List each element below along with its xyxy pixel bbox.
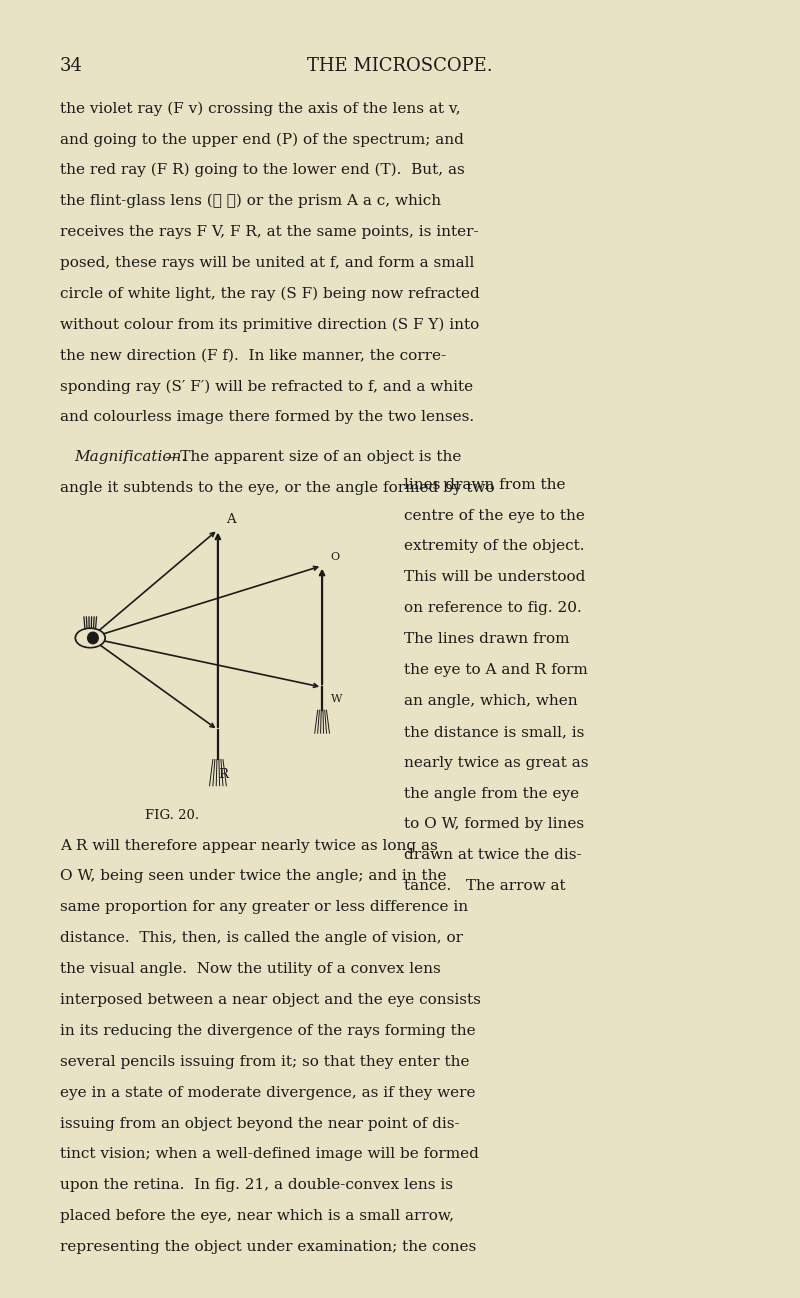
Text: receives the rays F V, F R, at the same points, is inter-: receives the rays F V, F R, at the same … bbox=[60, 225, 478, 239]
Text: same proportion for any greater or less difference in: same proportion for any greater or less … bbox=[60, 901, 468, 914]
Text: without colour from its primitive direction (S F Y) into: without colour from its primitive direct… bbox=[60, 318, 479, 332]
Text: O: O bbox=[330, 553, 340, 562]
Text: in its reducing the divergence of the rays forming the: in its reducing the divergence of the ra… bbox=[60, 1024, 476, 1038]
Text: lines drawn from the: lines drawn from the bbox=[404, 478, 566, 492]
Text: nearly twice as great as: nearly twice as great as bbox=[404, 755, 589, 770]
Text: tance.   The arrow at: tance. The arrow at bbox=[404, 879, 566, 893]
Text: O W, being seen under twice the angle; and in the: O W, being seen under twice the angle; a… bbox=[60, 870, 446, 884]
Text: to O W, formed by lines: to O W, formed by lines bbox=[404, 818, 584, 832]
Text: The lines drawn from: The lines drawn from bbox=[404, 632, 570, 646]
Text: 34: 34 bbox=[60, 57, 83, 75]
Text: several pencils issuing from it; so that they enter the: several pencils issuing from it; so that… bbox=[60, 1055, 470, 1068]
Text: the flint-glass lens (ℓ ℓ) or the prism A a c, which: the flint-glass lens (ℓ ℓ) or the prism … bbox=[60, 193, 441, 208]
Text: the new direction (F f).  In like manner, the corre-: the new direction (F f). In like manner,… bbox=[60, 348, 446, 362]
Text: issuing from an object beyond the near point of dis-: issuing from an object beyond the near p… bbox=[60, 1116, 460, 1131]
Text: W: W bbox=[330, 694, 342, 704]
Text: and going to the upper end (P) of the spectrum; and: and going to the upper end (P) of the sp… bbox=[60, 132, 464, 147]
Text: This will be understood: This will be understood bbox=[404, 570, 586, 584]
Text: tinct vision; when a well-defined image will be formed: tinct vision; when a well-defined image … bbox=[60, 1147, 479, 1162]
Text: upon the retina.  In fig. 21, a double-convex lens is: upon the retina. In fig. 21, a double-co… bbox=[60, 1179, 453, 1193]
Text: angle it subtends to the eye, or the angle formed by two: angle it subtends to the eye, or the ang… bbox=[60, 482, 494, 495]
Text: extremity of the object.: extremity of the object. bbox=[404, 540, 585, 553]
Text: the eye to A and R form: the eye to A and R form bbox=[404, 663, 588, 678]
Text: on reference to fig. 20.: on reference to fig. 20. bbox=[404, 601, 582, 615]
Text: FIG. 20.: FIG. 20. bbox=[145, 809, 199, 822]
Text: Magnification.: Magnification. bbox=[74, 450, 186, 465]
Text: A: A bbox=[226, 513, 236, 526]
Text: centre of the eye to the: centre of the eye to the bbox=[404, 509, 585, 523]
Text: —The apparent size of an object is the: —The apparent size of an object is the bbox=[165, 450, 461, 465]
Text: circle of white light, the ray (S F) being now refracted: circle of white light, the ray (S F) bei… bbox=[60, 287, 480, 301]
Ellipse shape bbox=[77, 630, 103, 646]
Ellipse shape bbox=[75, 628, 106, 648]
Text: and colourless image there formed by the two lenses.: and colourless image there formed by the… bbox=[60, 410, 474, 424]
Text: eye in a state of moderate divergence, as if they were: eye in a state of moderate divergence, a… bbox=[60, 1085, 475, 1099]
Text: the violet ray (F v) crossing the axis of the lens at v,: the violet ray (F v) crossing the axis o… bbox=[60, 101, 461, 116]
Ellipse shape bbox=[88, 632, 98, 644]
Text: posed, these rays will be united at f, and form a small: posed, these rays will be united at f, a… bbox=[60, 256, 474, 270]
Text: representing the object under examination; the cones: representing the object under examinatio… bbox=[60, 1240, 476, 1254]
Text: an angle, which, when: an angle, which, when bbox=[404, 694, 578, 707]
Text: the angle from the eye: the angle from the eye bbox=[404, 787, 579, 801]
Text: interposed between a near object and the eye consists: interposed between a near object and the… bbox=[60, 993, 481, 1007]
Text: A R will therefore appear nearly twice as long as: A R will therefore appear nearly twice a… bbox=[60, 839, 438, 853]
Text: distance.  This, then, is called the angle of vision, or: distance. This, then, is called the angl… bbox=[60, 931, 463, 945]
Text: sponding ray (S′ F′) will be refracted to f, and a white: sponding ray (S′ F′) will be refracted t… bbox=[60, 379, 473, 393]
Text: THE MICROSCOPE.: THE MICROSCOPE. bbox=[307, 57, 493, 75]
Text: the red ray (F R) going to the lower end (T).  But, as: the red ray (F R) going to the lower end… bbox=[60, 164, 465, 178]
Text: placed before the eye, near which is a small arrow,: placed before the eye, near which is a s… bbox=[60, 1210, 454, 1223]
Text: the distance is small, is: the distance is small, is bbox=[404, 724, 584, 739]
Text: the visual angle.  Now the utility of a convex lens: the visual angle. Now the utility of a c… bbox=[60, 962, 441, 976]
Text: R: R bbox=[218, 767, 228, 780]
Text: drawn at twice the dis-: drawn at twice the dis- bbox=[404, 849, 582, 862]
